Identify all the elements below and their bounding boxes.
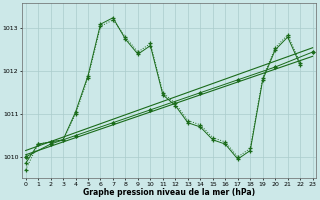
X-axis label: Graphe pression niveau de la mer (hPa): Graphe pression niveau de la mer (hPa): [83, 188, 255, 197]
